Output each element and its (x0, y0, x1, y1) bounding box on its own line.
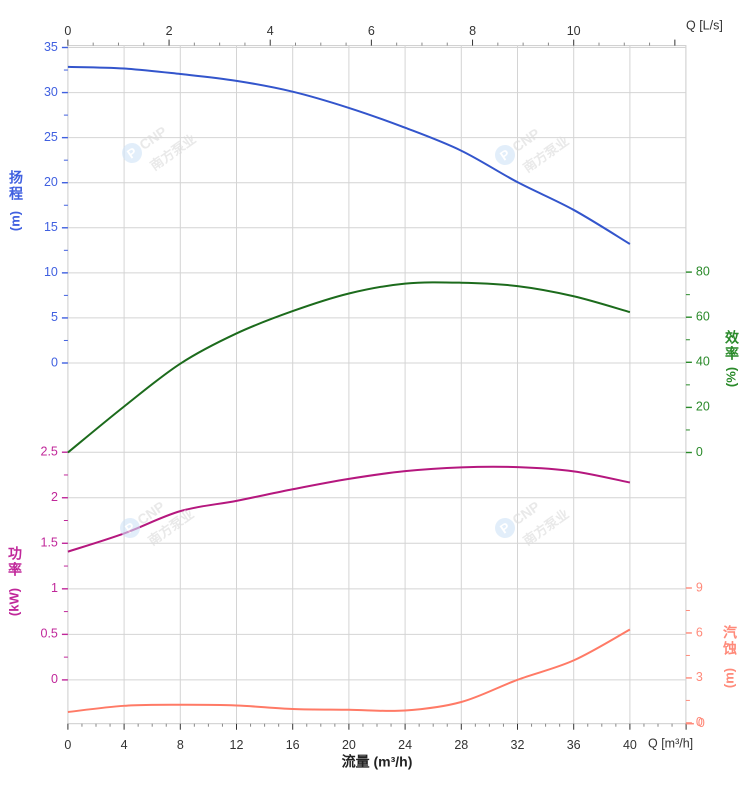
svg-text:0: 0 (51, 355, 58, 369)
svg-text:4: 4 (267, 24, 274, 38)
svg-text:40: 40 (623, 738, 637, 752)
svg-text:5: 5 (51, 310, 58, 324)
svg-text:12: 12 (230, 738, 244, 752)
svg-text:10: 10 (567, 24, 581, 38)
svg-text:36: 36 (567, 738, 581, 752)
svg-text:(%): (%) (723, 367, 738, 387)
svg-text:(m): (m) (7, 211, 22, 231)
svg-text:40: 40 (696, 355, 710, 369)
svg-text:10: 10 (44, 265, 58, 279)
svg-text:4: 4 (121, 738, 128, 752)
svg-text:24: 24 (398, 738, 412, 752)
svg-text:2: 2 (51, 490, 58, 504)
svg-text:30: 30 (44, 85, 58, 99)
svg-text:16: 16 (286, 738, 300, 752)
svg-text:28: 28 (454, 738, 468, 752)
svg-text:25: 25 (44, 130, 58, 144)
svg-text:6: 6 (368, 24, 375, 38)
svg-text:0: 0 (51, 672, 58, 686)
svg-text:Q [m³/h]: Q [m³/h] (648, 736, 693, 750)
svg-text:3: 3 (696, 670, 703, 684)
svg-text:0: 0 (696, 445, 703, 459)
svg-text:32: 32 (511, 738, 525, 752)
svg-text:6: 6 (696, 625, 703, 639)
svg-text:8: 8 (177, 738, 184, 752)
svg-text:1.5: 1.5 (41, 536, 58, 550)
svg-text:(kW): (kW) (6, 588, 21, 616)
svg-text:流量 (m³/h): 流量 (m³/h) (342, 754, 413, 770)
svg-text:35: 35 (44, 40, 58, 54)
svg-text:蚀: 蚀 (722, 641, 737, 657)
svg-text:9: 9 (696, 580, 703, 594)
svg-text:60: 60 (696, 309, 710, 323)
svg-text:8: 8 (469, 24, 476, 38)
svg-text:20: 20 (342, 738, 356, 752)
svg-text:2.5: 2.5 (41, 444, 58, 458)
svg-text:汽: 汽 (723, 625, 737, 641)
svg-text:0: 0 (698, 716, 705, 730)
svg-text:扬: 扬 (9, 170, 23, 186)
svg-text:(m): (m) (721, 668, 736, 688)
svg-text:2: 2 (166, 24, 173, 38)
svg-text:80: 80 (696, 264, 710, 278)
svg-text:程: 程 (9, 186, 23, 202)
svg-text:0.5: 0.5 (41, 627, 58, 641)
svg-text:率: 率 (725, 346, 739, 362)
svg-text:20: 20 (696, 400, 710, 414)
svg-text:效: 效 (725, 330, 740, 346)
svg-text:0: 0 (64, 24, 71, 38)
svg-text:1: 1 (51, 581, 58, 595)
svg-text:率: 率 (8, 562, 22, 578)
svg-text:Q [L/s]: Q [L/s] (686, 18, 723, 32)
svg-text:15: 15 (44, 220, 58, 234)
svg-text:功: 功 (8, 546, 22, 562)
svg-text:0: 0 (64, 738, 71, 752)
svg-text:20: 20 (44, 175, 58, 189)
